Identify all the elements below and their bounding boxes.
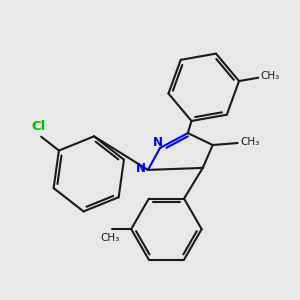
Text: Cl: Cl xyxy=(32,120,46,133)
Text: N: N xyxy=(153,136,163,148)
Text: CH₃: CH₃ xyxy=(260,71,280,81)
Text: N: N xyxy=(136,162,146,175)
Text: CH₃: CH₃ xyxy=(241,136,260,146)
Text: CH₃: CH₃ xyxy=(101,233,120,243)
